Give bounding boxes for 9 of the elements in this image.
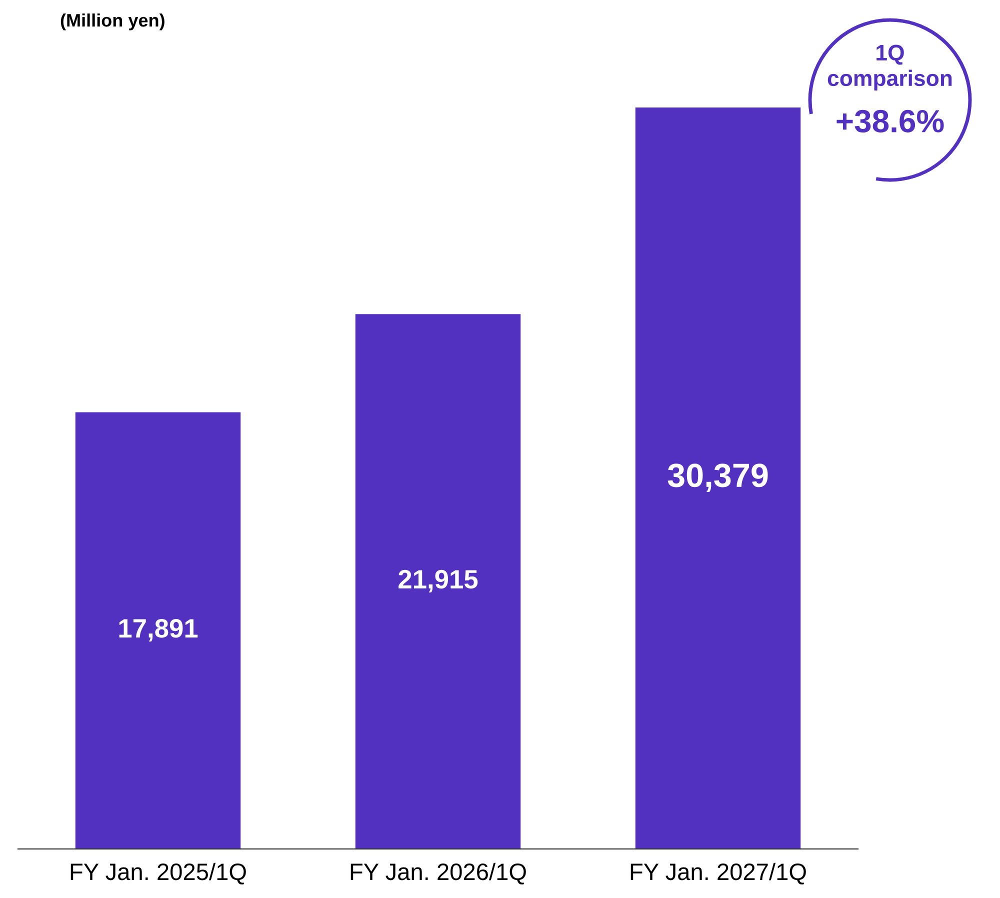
x-tick-label: FY Jan. 2026/1Q [350,862,526,884]
annotation: +38.6% [836,110,944,133]
data-label: 21,915 [398,570,478,592]
data-label: 30,379 [668,464,768,492]
text: 1Q comparison [828,44,952,90]
x-tick-label: FY Jan. 2027/1Q [630,862,806,884]
y-axis-title: (Million yen) [60,13,164,30]
data-label: 17,891 [119,619,198,642]
x-tick-label: FY Jan. 2025/1Q [70,862,246,884]
